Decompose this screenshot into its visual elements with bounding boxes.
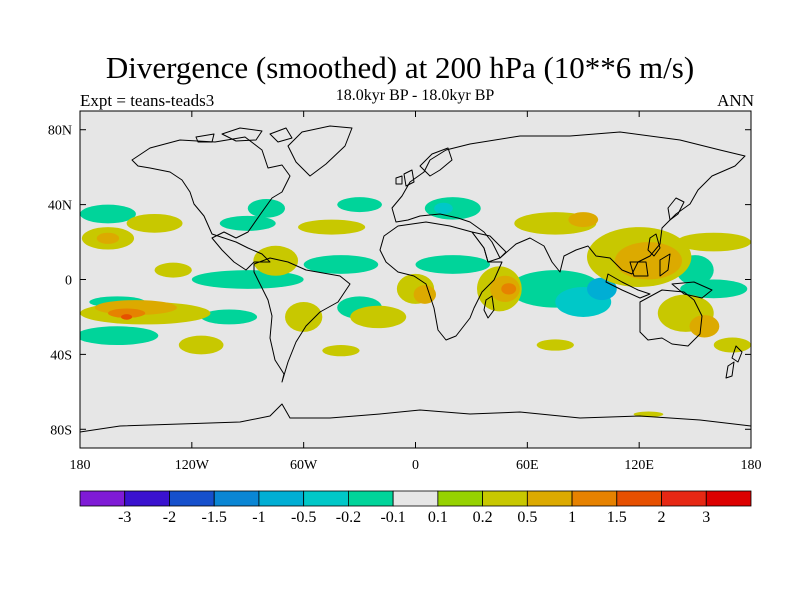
convergence-region bbox=[247, 198, 286, 218]
divergence-region bbox=[178, 335, 224, 355]
divergence-region bbox=[568, 212, 599, 228]
coastlines bbox=[80, 125, 751, 433]
lon-tick-label: 180 bbox=[741, 458, 762, 473]
colorbar-swatch bbox=[571, 490, 618, 507]
colorbar: -3 -2 -1.5 -1 -0.5 -0.2 -0.1 0.1 0.2 0.5 1 1.5 2 3 bbox=[79, 490, 752, 526]
lon-tick-label: 120E bbox=[624, 458, 654, 473]
divergence-field bbox=[80, 197, 751, 418]
divergence-region bbox=[121, 314, 133, 320]
convergence-region bbox=[201, 309, 258, 325]
colorbar-label: 3 bbox=[702, 509, 710, 526]
divergence-region bbox=[126, 213, 183, 233]
period-label: 18.0kyr BP - 18.0kyr BP bbox=[335, 87, 495, 104]
lat-tick-label: 40N bbox=[48, 199, 72, 214]
colorbar-label: 0.1 bbox=[428, 509, 448, 526]
lat-tick-label: 0 bbox=[65, 274, 72, 289]
convergence-region bbox=[415, 255, 491, 274]
scandinavia-coast bbox=[419, 147, 453, 177]
colorbar-swatch bbox=[303, 490, 349, 507]
colorbar-label: -0.1 bbox=[380, 509, 405, 526]
divergence-region bbox=[501, 283, 517, 295]
colorbar-swatch bbox=[661, 490, 707, 507]
madagascar-coast bbox=[483, 295, 495, 319]
greenland-coast bbox=[287, 125, 353, 177]
divergence-region bbox=[107, 308, 146, 318]
divergence-region bbox=[322, 345, 360, 357]
south-america-coast bbox=[253, 257, 351, 383]
colorbar-swatch bbox=[79, 490, 126, 507]
colorbar-swatch bbox=[347, 490, 394, 507]
eurasia-coast bbox=[391, 131, 746, 275]
japan-coast bbox=[667, 197, 685, 221]
divergence-region bbox=[253, 245, 299, 276]
indonesia-coast bbox=[605, 253, 713, 299]
colorbar-swatch bbox=[482, 490, 528, 507]
season-label: ANN bbox=[717, 91, 754, 110]
divergence-region bbox=[536, 339, 574, 351]
antarctica-coast bbox=[80, 403, 751, 433]
colorbar-swatch bbox=[213, 490, 260, 507]
convergence-region bbox=[337, 197, 382, 213]
colorbar-label: 0.2 bbox=[473, 509, 493, 526]
colorbar-swatch bbox=[437, 490, 484, 507]
convergence-region bbox=[680, 279, 748, 299]
lon-tick-label: 60E bbox=[516, 458, 539, 473]
colorbar-swatch bbox=[258, 490, 305, 507]
colorbar-label: -3 bbox=[118, 509, 131, 526]
lon-tick-label: 0 bbox=[412, 458, 419, 473]
divergence-region bbox=[413, 285, 437, 304]
africa-coast bbox=[379, 221, 503, 341]
axis-ticks: 80N 40N 0 40S 80S 180 120W 60W 0 60E 120E 180 bbox=[48, 111, 762, 473]
divergence-region bbox=[285, 301, 323, 332]
convergence-region bbox=[80, 326, 159, 346]
lat-tick-label: 80S bbox=[50, 423, 72, 438]
colorbar-label: -1 bbox=[252, 509, 265, 526]
divergence-region bbox=[689, 315, 720, 338]
divergence-region bbox=[96, 232, 120, 244]
colorbar-label: 1.5 bbox=[607, 509, 627, 526]
british-isles bbox=[395, 169, 415, 187]
colorbar-label: 2 bbox=[658, 509, 666, 526]
colorbar-swatch bbox=[392, 490, 439, 507]
colorbar-label: -1.5 bbox=[202, 509, 227, 526]
convergence-region bbox=[219, 215, 276, 231]
convergence-region bbox=[80, 204, 136, 224]
divergence-region bbox=[154, 262, 192, 278]
convergence-region bbox=[434, 202, 453, 214]
divergence-region bbox=[614, 242, 683, 280]
colorbar-swatch bbox=[705, 490, 752, 507]
lon-tick-label: 180 bbox=[70, 458, 91, 473]
arctic-islands bbox=[195, 127, 293, 143]
colorbar-swatch bbox=[124, 490, 170, 507]
divergence-region bbox=[350, 305, 407, 329]
lat-tick-label: 80N bbox=[48, 124, 72, 139]
colorbar-swatch bbox=[616, 490, 662, 507]
colorbar-label: 0.5 bbox=[517, 509, 537, 526]
divergence-region bbox=[676, 232, 751, 252]
convergence-region bbox=[303, 255, 379, 274]
colorbar-label: -0.2 bbox=[336, 509, 361, 526]
divergence-region bbox=[298, 219, 366, 235]
experiment-label: Expt = teans-teads3 bbox=[80, 91, 215, 110]
divergence-region bbox=[713, 337, 751, 353]
new-zealand-coast bbox=[725, 345, 743, 379]
lon-tick-label: 120W bbox=[175, 458, 210, 473]
lon-tick-label: 60W bbox=[290, 458, 318, 473]
philippines-coast bbox=[647, 233, 661, 257]
lat-tick-label: 40S bbox=[50, 348, 72, 363]
colorbar-label: -2 bbox=[163, 509, 176, 526]
plot-title: Divergence (smoothed) at 200 hPa (10**6 … bbox=[105, 50, 695, 85]
arabia-coast bbox=[471, 231, 507, 263]
north-america-coast bbox=[131, 136, 291, 271]
colorbar-label: -0.5 bbox=[291, 509, 316, 526]
australia-coast bbox=[639, 289, 703, 347]
colorbar-swatch bbox=[169, 490, 215, 507]
colorbar-label: 1 bbox=[568, 509, 576, 526]
colorbar-swatch bbox=[526, 490, 573, 507]
